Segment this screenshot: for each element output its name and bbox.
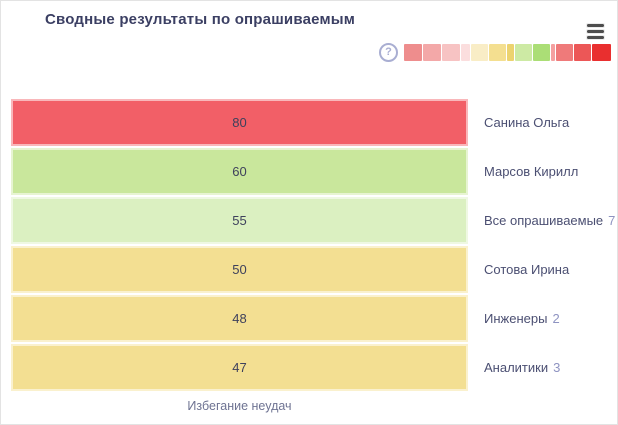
bar[interactable]: 80 [11, 99, 468, 146]
bar-row: 55 Все опрашиваемые 7 [11, 197, 617, 244]
legend-color-segment [404, 44, 422, 61]
legend-color-segment [592, 44, 611, 61]
x-axis-title: Избегание неудач [187, 399, 292, 413]
legend-color-segment [551, 44, 555, 61]
category-name: Инженеры [484, 311, 548, 326]
legend-color-segment [574, 44, 591, 61]
bar[interactable]: 60 [11, 148, 468, 195]
category-name: Марсов Кирилл [484, 164, 579, 179]
color-scale-legend [404, 44, 611, 61]
bar-row: 47 Аналитики 3 [11, 344, 617, 391]
category-label: Санина Ольга [468, 99, 617, 146]
bar-value-label: 60 [232, 164, 247, 179]
legend-row: ? [379, 43, 611, 62]
legend-color-segment [556, 44, 573, 61]
category-label: Все опрашиваемые 7 [468, 197, 617, 244]
plot-area: 80 Санина Ольга 60 Марсов Кирилл 55 Все опраш… [11, 99, 617, 393]
category-name: Аналитики [484, 360, 549, 375]
bar-value-label: 55 [232, 213, 247, 228]
category-count: 2 [552, 311, 560, 326]
bar[interactable]: 47 [11, 344, 468, 391]
legend-color-segment [461, 44, 470, 61]
bar-row: 60 Марсов Кирилл [11, 148, 617, 195]
category-label: Аналитики 3 [468, 344, 617, 391]
category-label: Инженеры 2 [468, 295, 617, 342]
bar[interactable]: 50 [11, 246, 468, 293]
category-name: Все опрашиваемые [484, 213, 604, 228]
chart-title: Сводные результаты по опрашиваемым [45, 11, 356, 28]
legend-color-segment [515, 44, 532, 61]
bar[interactable]: 48 [11, 295, 468, 342]
legend-color-segment [489, 44, 506, 61]
bar-value-label: 47 [232, 360, 247, 375]
category-label: Сотова Ирина [468, 246, 617, 293]
bar-value-label: 48 [232, 311, 247, 326]
legend-color-segment [423, 44, 441, 61]
category-name: Сотова Ирина [484, 262, 570, 277]
category-count: 3 [553, 360, 561, 375]
legend-color-segment [442, 44, 460, 61]
bar-row: 48 Инженеры 2 [11, 295, 617, 342]
bar-row: 50 Сотова Ирина [11, 246, 617, 293]
legend-color-segment [471, 44, 488, 61]
category-count: 7 [608, 213, 616, 228]
bar[interactable]: 55 [11, 197, 468, 244]
legend-color-segment [533, 44, 550, 61]
legend-color-segment [507, 44, 514, 61]
category-label: Марсов Кирилл [468, 148, 617, 195]
context-menu-button[interactable] [585, 21, 607, 41]
bar-value-label: 80 [232, 115, 247, 130]
bar-row: 80 Санина Ольга [11, 99, 617, 146]
help-icon[interactable]: ? [379, 43, 398, 62]
category-name: Санина Ольга [484, 115, 570, 130]
bar-value-label: 50 [232, 262, 247, 277]
